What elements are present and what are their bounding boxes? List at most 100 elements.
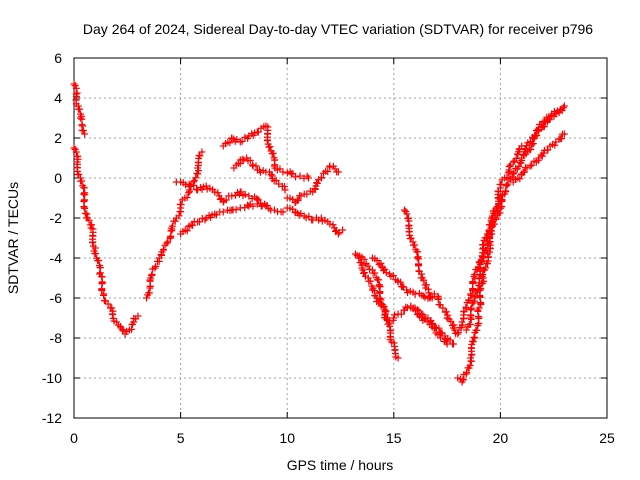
data-point-interp: [366, 277, 374, 285]
data-point-interp: [381, 265, 389, 273]
data-point-interp: [407, 234, 415, 242]
data-point-interp: [534, 125, 542, 133]
data-point: [281, 186, 289, 194]
data-point-interp: [470, 333, 478, 341]
data-point-interp: [379, 301, 387, 309]
data-point-interp: [318, 174, 326, 182]
data-point: [219, 208, 227, 216]
data-point-interp: [478, 258, 486, 266]
data-point-interp: [420, 276, 428, 284]
data-point-interp: [81, 204, 89, 212]
data-point: [458, 318, 466, 326]
data-point: [142, 294, 150, 302]
plot-frame: [73, 57, 608, 419]
data-point: [390, 314, 398, 322]
data-point-interp: [469, 338, 477, 346]
data-point-interp: [371, 269, 379, 277]
data-point-interp: [248, 161, 256, 169]
data-point: [375, 282, 383, 290]
data-point: [279, 208, 287, 216]
data-point-interp: [189, 221, 197, 229]
data-point-interp: [447, 317, 455, 325]
data-point: [556, 106, 564, 114]
data-point: [326, 220, 334, 228]
data-point: [113, 318, 121, 326]
data-point: [253, 200, 261, 208]
data-point: [275, 180, 283, 188]
data-point-interp: [397, 278, 405, 286]
data-point: [475, 304, 483, 312]
data-point-interp: [454, 328, 462, 336]
data-point-interp: [494, 188, 502, 196]
data-point-interp: [520, 168, 528, 176]
data-point: [526, 162, 534, 170]
data-point-interp: [303, 190, 311, 198]
data-point-interp: [446, 336, 454, 344]
data-point: [339, 226, 347, 234]
data-point-interp: [85, 216, 93, 224]
data-point-interp: [528, 161, 536, 169]
data-point-interp: [171, 217, 179, 225]
data-point-interp: [360, 255, 368, 263]
data-point-interp: [375, 276, 383, 284]
data-point: [70, 80, 78, 88]
data-point-interp: [252, 162, 260, 170]
data-point-interp: [466, 320, 474, 328]
data-point: [211, 210, 219, 218]
data-point-interp: [463, 369, 471, 377]
data-point-interp: [222, 196, 230, 204]
data-point-interp: [506, 162, 514, 170]
data-points: [70, 80, 568, 386]
x-tick-label: 20: [493, 430, 509, 446]
data-point-interp: [390, 311, 398, 319]
data-point-interp: [411, 241, 419, 249]
data-point-interp: [329, 221, 337, 229]
data-point-interp: [183, 194, 191, 202]
data-point: [462, 326, 470, 334]
x-tick-label: 10: [279, 430, 295, 446]
data-point-interp: [96, 269, 104, 277]
x-axis-label: GPS time / hours: [287, 457, 394, 473]
data-point-interp: [469, 299, 477, 307]
data-point-interp: [424, 285, 432, 293]
data-point: [439, 304, 447, 312]
data-point-interp: [533, 126, 541, 134]
data-point-interp: [403, 210, 411, 218]
data-point: [202, 182, 210, 190]
data-point-interp: [214, 189, 222, 197]
data-point-interp: [364, 262, 372, 270]
data-point: [377, 262, 385, 270]
data-point-interp: [467, 304, 475, 312]
axis-ticks: [73, 57, 608, 419]
data-point: [509, 158, 517, 166]
data-point: [560, 130, 568, 138]
data-point-interp: [181, 181, 189, 189]
data-point-interp: [469, 278, 477, 286]
grid-lines: [74, 58, 607, 418]
x-tick-label: 15: [386, 430, 402, 446]
data-point: [279, 168, 287, 176]
data-point-interp: [81, 209, 89, 217]
data-point-interp: [434, 295, 442, 303]
data-point-interp: [483, 246, 491, 254]
data-point-interp: [474, 286, 482, 294]
data-point-interp: [544, 146, 552, 154]
data-point: [560, 102, 568, 110]
data-point-interp: [246, 156, 254, 164]
data-point-interp: [497, 181, 505, 189]
data-point-interp: [466, 361, 474, 369]
data-point: [76, 114, 84, 122]
data-point-interp: [360, 269, 368, 277]
data-point: [211, 188, 219, 196]
data-point-interp: [473, 326, 481, 334]
data-point-interp: [516, 146, 524, 154]
data-point-interp: [462, 303, 470, 311]
data-point-interp: [237, 188, 245, 196]
data-point-interp: [249, 202, 257, 210]
data-point-interp: [254, 128, 262, 136]
data-point-interp: [266, 143, 274, 151]
data-point: [351, 250, 359, 258]
data-point: [70, 144, 78, 152]
data-point-interp: [485, 240, 493, 248]
data-point: [400, 206, 408, 214]
